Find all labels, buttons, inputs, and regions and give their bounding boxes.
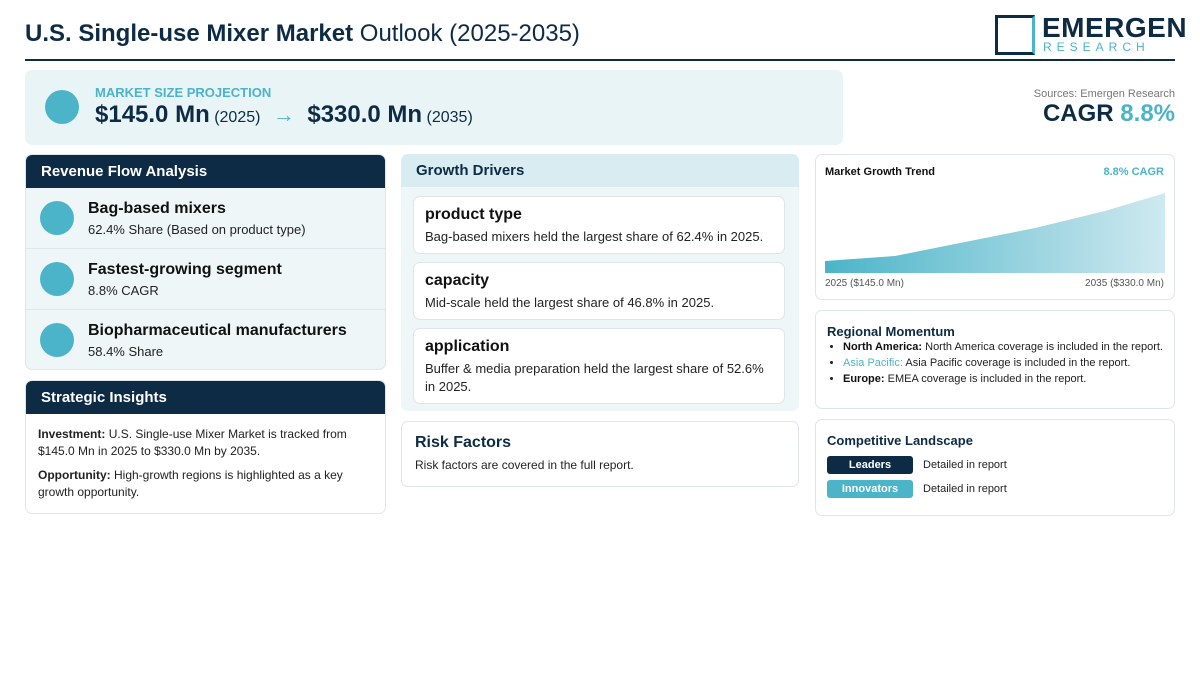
driver-text: Bag-based mixers held the largest share … <box>425 229 764 244</box>
title-rest: Outlook (2025-2035) <box>359 20 580 47</box>
insights-title: Strategic Insights <box>26 381 385 414</box>
trend-end: 2035 ($330.0 Mn) <box>1085 278 1164 289</box>
insight-label: Opportunity: <box>38 468 111 482</box>
revenue-item: Biopharmaceutical manufacturers 58.4% Sha… <box>26 310 385 369</box>
drivers-title: Growth Drivers <box>401 154 799 187</box>
item-icon <box>40 323 74 357</box>
region-item: North America: North America coverage is… <box>843 341 1173 353</box>
regional-list: North America: North America coverage is… <box>816 341 1173 389</box>
logo-main: EMERGEN <box>1042 12 1188 43</box>
trend-start: 2025 ($145.0 Mn) <box>825 278 904 289</box>
region-item: Asia Pacific: Asia Pacific coverage is i… <box>843 357 1173 369</box>
start-year: (2025) <box>214 109 261 126</box>
item-detail: 62.4% Share (Based on product type) <box>88 222 306 237</box>
driver-card: application Buffer & media preparation he… <box>413 328 785 404</box>
trend-cagr: 8.8% CAGR <box>1103 166 1164 178</box>
revenue-flow-title: Revenue Flow Analysis <box>26 155 385 188</box>
item-title: Biopharmaceutical manufacturers <box>88 322 347 339</box>
logo-mark <box>995 15 1035 55</box>
end-value: $330.0 Mn <box>307 101 423 128</box>
cagr-label: CAGR <box>1042 100 1114 127</box>
insight-label: Investment: <box>38 427 106 441</box>
competitive-landscape: Competitive Landscape Leaders Detailed i… <box>815 419 1175 516</box>
insight: Opportunity: High-growth regions is high… <box>38 467 373 501</box>
item-detail: 8.8% CAGR <box>88 283 159 298</box>
region-text: Asia Pacific coverage is included in the… <box>905 357 1131 369</box>
badge: Innovators <box>827 480 913 498</box>
arrow: → <box>272 102 295 127</box>
driver-text: Mid-scale held the largest share of 46.8… <box>425 295 715 310</box>
item-icon <box>40 262 74 296</box>
badge-text: Detailed in report <box>923 483 1007 495</box>
revenue-item: Bag-based mixers 62.4% Share (Based on pr… <box>26 188 385 249</box>
item-title: Fastest-growing segment <box>88 261 282 278</box>
revenue-item: Fastest-growing segment 8.8% CAGR <box>26 249 385 310</box>
start-value: $145.0 Mn <box>95 101 210 128</box>
projection-values: $145.0 Mn (2025) → $330.0 Mn (2035) <box>95 101 473 129</box>
title: U.S. Single-use Mixer Market Outlook (20… <box>25 20 580 48</box>
trend-title: Market Growth Trend <box>825 166 936 178</box>
trend-shape <box>825 193 1165 273</box>
logo-sub: RESEARCH <box>1043 40 1150 54</box>
driver-card: product type Bag-based mixers held the la… <box>413 196 785 254</box>
item-detail: 58.4% Share <box>88 344 164 359</box>
cagr-value: 8.8% <box>1120 100 1175 127</box>
projection-label: MARKET SIZE PROJECTION <box>95 85 272 100</box>
projection-box: MARKET SIZE PROJECTION $145.0 Mn (2025) … <box>25 70 843 145</box>
competitive-title: Competitive Landscape <box>827 433 973 448</box>
source: Sources: Emergen Research <box>1033 88 1175 100</box>
region-item: Europe: EMEA coverage is included in the… <box>843 373 1173 385</box>
divider <box>25 59 1175 61</box>
driver-card: capacity Mid-scale held the largest share… <box>413 262 785 320</box>
title-bold: U.S. Single-use Mixer Market <box>25 20 354 47</box>
projection-icon <box>45 90 79 124</box>
region-name: Europe: <box>843 373 885 385</box>
region-name: Asia Pacific: <box>843 357 903 369</box>
insight-text: High-growth regions is highlighted as a … <box>38 468 343 499</box>
region-name: North America: <box>843 341 923 353</box>
insight: Investment: U.S. Single-use Mixer Market… <box>38 426 373 460</box>
risk-factors: Risk Factors Risk factors are covered in… <box>401 421 799 487</box>
risk-title: Risk Factors <box>415 434 512 451</box>
regional-title: Regional Momentum <box>827 324 955 339</box>
risk-text: Risk factors are covered in the full rep… <box>415 458 634 472</box>
growth-drivers: Growth Drivers product type Bag-based mix… <box>401 154 799 411</box>
item-icon <box>40 201 74 235</box>
end-year: (2035) <box>426 109 473 126</box>
region-text: EMEA coverage is included in the report. <box>887 373 1087 385</box>
regional-momentum: Regional Momentum North America: North A… <box>815 310 1175 409</box>
driver-text: Buffer & media preparation held the larg… <box>425 361 764 394</box>
item-title: Bag-based mixers <box>88 200 226 217</box>
badge-text: Detailed in report <box>923 459 1007 471</box>
cagr: CAGR 8.8% <box>1043 100 1175 128</box>
trend-area <box>825 193 1165 273</box>
revenue-flow: Revenue Flow Analysis Bag-based mixers 62… <box>25 154 386 370</box>
driver-title: product type <box>425 206 522 223</box>
market-trend: Market Growth Trend 8.8% CAGR 2025 ($145… <box>815 154 1175 300</box>
region-text: North America coverage is included in th… <box>925 341 1163 353</box>
insight-text: U.S. Single-use Mixer Market is tracked … <box>38 427 347 458</box>
driver-title: capacity <box>425 272 490 289</box>
strategic-insights: Strategic Insights Investment: U.S. Sing… <box>25 380 386 514</box>
driver-title: application <box>425 338 510 355</box>
badge: Leaders <box>827 456 913 474</box>
